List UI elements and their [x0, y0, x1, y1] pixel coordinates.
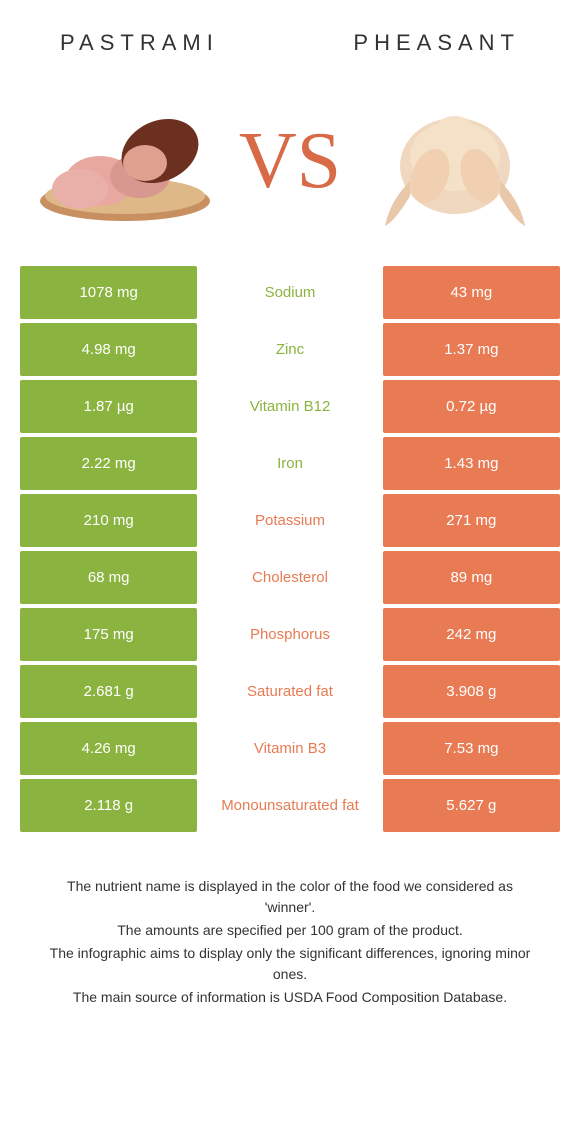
footer-line: The infographic aims to display only the… — [40, 943, 540, 985]
left-value: 1.87 µg — [20, 380, 197, 433]
right-value: 7.53 mg — [383, 722, 560, 775]
nutrient-label: Saturated fat — [201, 665, 378, 718]
table-row: 210 mg Potassium 271 mg — [20, 494, 560, 547]
left-value: 2.22 mg — [20, 437, 197, 490]
title-left: pastrami — [60, 30, 219, 56]
nutrient-label: Vitamin B3 — [201, 722, 378, 775]
left-value: 4.98 mg — [20, 323, 197, 376]
left-value: 2.681 g — [20, 665, 197, 718]
table-row: 4.98 mg Zinc 1.37 mg — [20, 323, 560, 376]
nutrient-label: Monounsaturated fat — [201, 779, 378, 832]
table-row: 175 mg Phosphorus 242 mg — [20, 608, 560, 661]
right-value: 1.37 mg — [383, 323, 560, 376]
table-row: 1.87 µg Vitamin B12 0.72 µg — [20, 380, 560, 433]
images-row: VS — [0, 66, 580, 266]
footer-notes: The nutrient name is displayed in the co… — [0, 836, 580, 1008]
left-value: 2.118 g — [20, 779, 197, 832]
right-value: 0.72 µg — [383, 380, 560, 433]
right-value: 242 mg — [383, 608, 560, 661]
table-row: 2.22 mg Iron 1.43 mg — [20, 437, 560, 490]
left-value: 175 mg — [20, 608, 197, 661]
pastrami-image — [30, 81, 220, 241]
right-value: 3.908 g — [383, 665, 560, 718]
nutrient-label: Zinc — [201, 323, 378, 376]
comparison-table: 1078 mg Sodium 43 mg 4.98 mg Zinc 1.37 m… — [0, 266, 580, 832]
table-row: 4.26 mg Vitamin B3 7.53 mg — [20, 722, 560, 775]
table-row: 2.118 g Monounsaturated fat 5.627 g — [20, 779, 560, 832]
title-right: Pheasant — [353, 30, 520, 56]
right-value: 5.627 g — [383, 779, 560, 832]
vs-label: VS — [239, 116, 341, 207]
footer-line: The nutrient name is displayed in the co… — [40, 876, 540, 918]
nutrient-label: Potassium — [201, 494, 378, 547]
right-value: 89 mg — [383, 551, 560, 604]
header: pastrami Pheasant — [0, 0, 580, 66]
right-value: 43 mg — [383, 266, 560, 319]
table-row: 68 mg Cholesterol 89 mg — [20, 551, 560, 604]
footer-line: The main source of information is USDA F… — [40, 987, 540, 1008]
pheasant-image — [360, 81, 550, 241]
nutrient-label: Cholesterol — [201, 551, 378, 604]
nutrient-label: Phosphorus — [201, 608, 378, 661]
left-value: 4.26 mg — [20, 722, 197, 775]
footer-line: The amounts are specified per 100 gram o… — [40, 920, 540, 941]
left-value: 1078 mg — [20, 266, 197, 319]
left-value: 68 mg — [20, 551, 197, 604]
right-value: 271 mg — [383, 494, 560, 547]
table-row: 1078 mg Sodium 43 mg — [20, 266, 560, 319]
left-value: 210 mg — [20, 494, 197, 547]
nutrient-label: Sodium — [201, 266, 378, 319]
right-value: 1.43 mg — [383, 437, 560, 490]
nutrient-label: Iron — [201, 437, 378, 490]
nutrient-label: Vitamin B12 — [201, 380, 378, 433]
table-row: 2.681 g Saturated fat 3.908 g — [20, 665, 560, 718]
